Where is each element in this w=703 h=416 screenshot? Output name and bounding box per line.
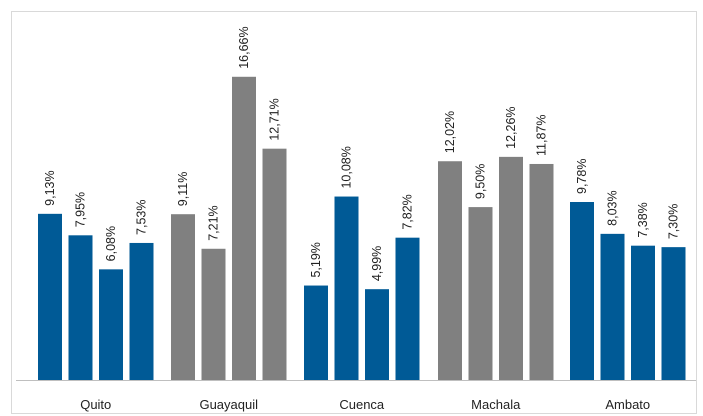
data-label: 12,71%: [268, 98, 282, 140]
bar-cuenca-3: [365, 289, 389, 380]
data-label: 4,99%: [370, 246, 384, 281]
bar-cuenca-4: [395, 237, 420, 380]
data-label: 16,66%: [237, 26, 251, 68]
data-label: 10,08%: [340, 146, 354, 188]
chart-frame: 9,13% 7,95% 6,08% 7,53% Quito 9,11% 7,21% 16,66…: [11, 11, 697, 414]
bar-ambato-4: [661, 247, 686, 380]
bar-quito-3: [99, 269, 123, 380]
data-label: 7,95%: [74, 192, 88, 227]
bar-ambato-2: [600, 233, 625, 380]
data-label: 6,08%: [104, 226, 118, 261]
bar-quito-2: [68, 235, 93, 380]
bar-ambato-3: [631, 245, 655, 380]
bar-ambato-1: [570, 202, 594, 380]
bar-quito-4: [129, 242, 154, 380]
data-label: 8,03%: [606, 190, 620, 225]
category-label: Guayaquil: [199, 397, 258, 412]
data-label: 11,87%: [535, 114, 549, 155]
data-label: 9,13%: [43, 170, 57, 205]
data-label: 7,38%: [636, 202, 650, 237]
bar-guayaquil-4: [262, 148, 287, 380]
bar-machala-1: [438, 161, 462, 380]
data-label: 7,53%: [135, 200, 149, 235]
data-label: 7,21%: [207, 205, 221, 240]
bar-machala-4: [529, 163, 554, 380]
bar-guayaquil-2: [201, 248, 226, 380]
data-label: 9,50%: [474, 164, 488, 199]
data-label: 7,82%: [401, 194, 415, 229]
bar-machala-2: [468, 207, 493, 380]
bar-cuenca-2: [334, 196, 359, 380]
data-label: 9,11%: [176, 172, 190, 207]
data-label: 7,30%: [667, 204, 681, 239]
data-label: 12,02%: [443, 111, 457, 153]
category-label: Ambato: [605, 397, 650, 412]
bar-machala-3: [499, 156, 523, 380]
category-label: Quito: [80, 397, 111, 412]
data-label: 5,19%: [309, 242, 323, 277]
category-label: Cuenca: [339, 397, 385, 412]
bar-guayaquil-3: [232, 76, 256, 381]
bar-guayaquil-1: [171, 214, 195, 380]
data-label: 12,26%: [504, 106, 518, 148]
bar-quito-1: [38, 213, 62, 380]
bar-cuenca-1: [304, 285, 328, 380]
data-label: 9,78%: [575, 159, 589, 194]
bar-chart: 9,13% 7,95% 6,08% 7,53% Quito 9,11% 7,21% 16,66…: [16, 26, 696, 412]
category-label: Machala: [471, 397, 521, 412]
